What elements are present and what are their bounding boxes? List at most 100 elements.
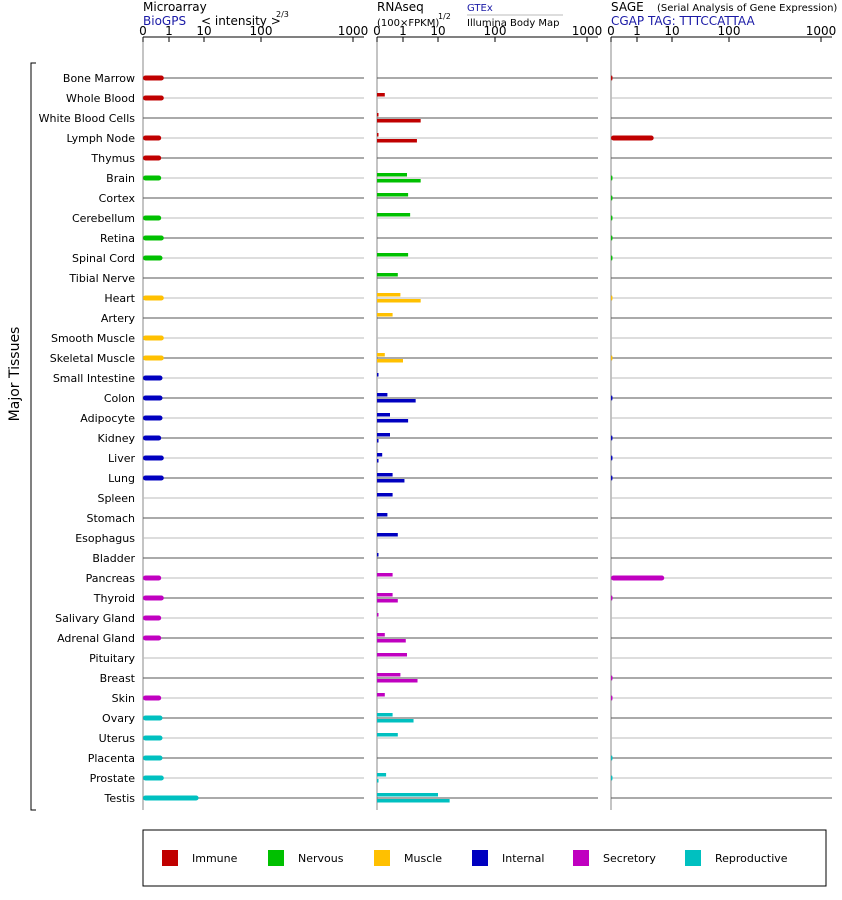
legend: Immune Nervous Muscle Internal Secretory Repr… xyxy=(142,829,827,887)
category-label: Salivary Gland xyxy=(55,612,135,625)
sage-bar xyxy=(611,255,613,261)
category-label: Adipocyte xyxy=(80,412,135,425)
microarray-bar xyxy=(143,235,164,241)
category-label: Bladder xyxy=(92,552,135,565)
legend-label-secretory: Secretory xyxy=(603,852,656,865)
category-label: Pituitary xyxy=(89,652,135,665)
microarray-tick-label: 0 xyxy=(139,24,147,38)
sage-bar xyxy=(611,695,613,701)
category-label: Placenta xyxy=(88,752,135,765)
legend-swatch-muscle xyxy=(374,850,390,866)
category-label: Smooth Muscle xyxy=(51,332,135,345)
rnaseq-bar xyxy=(377,533,398,537)
rnaseq-bar xyxy=(377,413,390,417)
rnaseq-bar xyxy=(377,113,379,117)
rnaseq-bar xyxy=(377,693,385,697)
category-label: Ovary xyxy=(102,712,135,725)
rnaseq-source-gtex: GTEx xyxy=(467,3,493,14)
rnaseq-bar xyxy=(377,313,393,317)
microarray-bar xyxy=(143,415,163,421)
microarray-bar xyxy=(143,435,162,441)
rnaseq-bar xyxy=(377,473,393,477)
category-label: Cortex xyxy=(99,192,136,205)
microarray-bar xyxy=(143,615,162,621)
microarray-bar xyxy=(143,95,164,101)
category-label: Bone Marrow xyxy=(63,72,135,85)
microarray-scale-label: < intensity > xyxy=(201,14,281,28)
rnaseq-bar xyxy=(377,139,417,143)
legend-swatch-internal xyxy=(472,850,488,866)
rnaseq-bar xyxy=(377,513,388,517)
data-bars xyxy=(143,75,665,803)
rnaseq-bar xyxy=(377,679,418,683)
rnaseq-bar xyxy=(377,253,409,257)
category-label: Colon xyxy=(104,392,135,405)
sage-title: SAGE xyxy=(611,0,644,14)
rnaseq-bar xyxy=(377,653,407,657)
rnaseq-bar xyxy=(377,273,398,277)
category-label: Small Intestine xyxy=(53,372,135,385)
rnaseq-bar xyxy=(377,639,406,643)
rnaseq-bar xyxy=(377,779,379,783)
microarray-bar xyxy=(143,635,162,641)
rnaseq-bar xyxy=(377,493,393,497)
microarray-bar xyxy=(143,355,164,361)
rnaseq-tick-label: 10 xyxy=(430,24,445,38)
microarray-tick-label: 10 xyxy=(196,24,211,38)
panel-headers: Microarray BioGPS < intensity > 2/3 RNAs… xyxy=(143,0,837,29)
rnaseq-bar xyxy=(377,613,379,617)
rnaseq-tick-label: 1000 xyxy=(572,24,603,38)
category-label: Testis xyxy=(104,792,136,805)
rnaseq-scale-label: (100×FPKM) xyxy=(377,18,439,29)
microarray-bar xyxy=(143,255,163,261)
sage-tick-label: 100 xyxy=(718,24,741,38)
y-axis-label: Major Tissues xyxy=(7,327,23,422)
sage-note: (Serial Analysis of Gene Expression) xyxy=(657,3,837,14)
microarray-bar xyxy=(143,375,163,381)
sage-bar xyxy=(611,775,613,781)
category-label: Liver xyxy=(108,452,135,465)
rnaseq-bar xyxy=(377,553,379,557)
rnaseq-bar xyxy=(377,293,401,297)
microarray-bar xyxy=(143,775,164,781)
microarray-bar xyxy=(143,695,162,701)
rnaseq-bar xyxy=(377,359,403,363)
rnaseq-bar xyxy=(377,773,387,777)
sage-bar xyxy=(611,175,613,181)
microarray-bar xyxy=(143,75,164,81)
sage-bar xyxy=(611,195,613,201)
legend-swatch-reproductive xyxy=(685,850,701,866)
microarray-bar xyxy=(143,175,162,181)
sage-bar xyxy=(611,435,613,441)
sage-tag: CGAP TAG: TTTCCATTAA xyxy=(611,14,755,28)
category-label: Retina xyxy=(100,232,135,245)
rnaseq-tick-label: 1 xyxy=(399,24,407,38)
sage-bar xyxy=(611,75,613,81)
legend-swatch-nervous xyxy=(268,850,284,866)
rnaseq-bar xyxy=(377,573,393,577)
rnaseq-bar xyxy=(377,353,385,357)
rnaseq-bar xyxy=(377,599,398,603)
microarray-bar xyxy=(143,715,163,721)
sage-bar xyxy=(611,475,613,481)
category-label: Artery xyxy=(101,312,136,325)
rnaseq-bar xyxy=(377,393,388,397)
rnaseq-bar xyxy=(377,119,421,123)
microarray-tick-label: 100 xyxy=(250,24,273,38)
sage-bar xyxy=(611,355,613,361)
microarray-source: BioGPS xyxy=(143,14,186,28)
legend-frame xyxy=(142,829,827,887)
rnaseq-bar xyxy=(377,299,421,303)
sage-bar xyxy=(611,235,613,241)
microarray-bar xyxy=(143,215,162,221)
category-label: Thyroid xyxy=(93,592,135,605)
category-label: Brain xyxy=(106,172,135,185)
rnaseq-bar xyxy=(377,479,405,483)
legend-label-internal: Internal xyxy=(502,852,544,865)
sage-bar xyxy=(611,395,613,401)
category-label: Prostate xyxy=(90,772,136,785)
sage-bar xyxy=(611,575,665,581)
category-label: Spleen xyxy=(97,492,135,505)
category-label: Kidney xyxy=(97,432,135,445)
